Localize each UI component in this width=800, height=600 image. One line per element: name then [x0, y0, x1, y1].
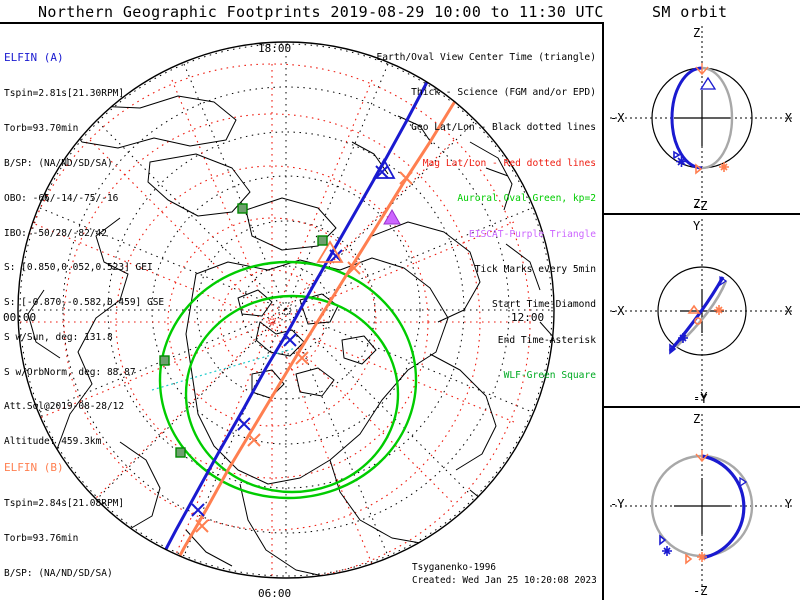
- legend-line-thick-science: Thick - Science (FGM and/or EPD): [411, 86, 596, 98]
- elfin-a-line-5: S: [0.850,0.052,0.523] GEI: [4, 262, 153, 274]
- elfin-a-info-block: ELFIN (A) Tspin=2.81s[21.30RPM] Torb=93.…: [4, 28, 164, 471]
- cyan-track: [151, 347, 297, 391]
- sm-yz-right-label: Y: [784, 497, 792, 511]
- clock-label-right: 12:00: [511, 311, 545, 324]
- elfin-a-name: ELFIN (A): [4, 51, 64, 65]
- created-timestamp: Created: Wed Jan 25 10:20:08 2023: [412, 575, 597, 586]
- elfin-a-line-9: Att.Sol@2019-08-28/12: [4, 401, 125, 413]
- globe-outline: [17, 41, 555, 579]
- model-credit: Tsyganenko-1996: [412, 562, 496, 573]
- sm-xz-top-label: Z: [693, 26, 701, 40]
- elfin-b-tickmarks: [195, 171, 413, 533]
- elfin-a-line-7: S w/Sun, deg: 131.8: [4, 331, 113, 343]
- elfin-b-track: [164, 76, 472, 578]
- sm-orbit-graphic-xz: [610, 26, 794, 209]
- sm-yz-outside-top-label: -Y: [693, 392, 708, 406]
- sm-orbit-title: SM orbit: [652, 3, 728, 21]
- legend-line-wlf: WLF-Green Square: [503, 370, 596, 382]
- page-title: Northern Geographic Footprints 2019-08-2…: [38, 3, 604, 21]
- legend-line-mag-grid: Mag Lat/Lon - Red dotted lines: [422, 157, 596, 169]
- map-legend: Earth/Oval View Center Time (triangle) T…: [377, 28, 597, 406]
- sm-orbit-panel-xz[interactable]: Z Z -X X: [604, 22, 800, 215]
- legend-line-eiscat: EISCAT-Purple Triangle: [468, 228, 596, 240]
- auroral-oval: [158, 260, 418, 500]
- elfin-a-tickmarks: [191, 165, 389, 517]
- map-graphic: [17, 41, 555, 579]
- elfin-b-info-block: ELFIN (B) Tspin=2.84s[21.08RPM] Torb=93.…: [4, 438, 170, 600]
- sm-orbit-panel-xy[interactable]: Y -Y -X X: [604, 215, 800, 408]
- mag-lon-grid: [18, 64, 530, 578]
- sm-orbit-graphic-yz: [610, 414, 794, 594]
- sm-orbit-panel-yz[interactable]: Z -Z -Y Y: [604, 408, 800, 600]
- legend-line-end-time: End Time-Asterisk: [497, 334, 596, 346]
- sm-xz-right-label: X: [784, 110, 792, 125]
- legend-line-tickmarks: Tick Marks every 5min: [474, 263, 596, 275]
- elfin-a-track: [154, 48, 446, 570]
- legend-line-start-time: Start Time-Diamond: [492, 299, 596, 311]
- legend-line-auroral-oval: Auroral Oval-Green, kp=2: [457, 193, 596, 205]
- elfin-a-line-3: OBO: -66/-14/-75/-16: [4, 192, 119, 204]
- wlf-squares: [159, 203, 328, 458]
- sm-xy-top-label: Y: [693, 219, 701, 233]
- sm-xz-bottom-label: Z: [693, 197, 701, 211]
- elfin-b-line-1: Torb=93.76min: [4, 533, 79, 545]
- sm-xz-left-label: -X: [610, 110, 625, 125]
- clock-label-bottom: 06:00: [258, 587, 292, 600]
- elfin-b-center-triangle: [316, 240, 344, 263]
- sm-yz-bottom-label: -Z: [693, 584, 708, 598]
- clock-label-left: 00:00: [3, 311, 37, 324]
- elfin-a-line-10: Altitude: 459.3km: [4, 436, 102, 448]
- eiscat-triangle: [383, 208, 401, 225]
- sm-xy-outside-top-label: -Z: [693, 199, 708, 213]
- elfin-a-center-triangle: [372, 158, 396, 179]
- sm-xy-bottom-label: -Y: [693, 390, 708, 404]
- elfin-a-line-6: S: [-0.870,-0.582,0.459] GSE: [4, 297, 165, 309]
- clock-label-top: 18:00: [258, 42, 292, 55]
- elfin-a-line-1: Torb=93.70min: [4, 123, 79, 135]
- sm-yz-left-label: -Y: [610, 497, 625, 511]
- legend-line-geo-grid: Geo Lat/Lon - Black dotted lines: [411, 122, 596, 134]
- elfin-b-line-2: B/SP: (NA/ND/SD/SA): [4, 567, 113, 579]
- sm-yz-top-label: Z: [693, 412, 701, 426]
- elfin-a-line-4: IBO: -50/28/-82/42: [4, 227, 107, 239]
- elfin-b-line-0: Tspin=2.84s[21.08RPM]: [4, 498, 125, 510]
- sm-orbit-graphic-xy: [610, 219, 794, 402]
- legend-line-view-center: Earth/Oval View Center Time (triangle): [376, 51, 597, 63]
- sm-xy-left-label: -X: [610, 303, 625, 318]
- elfin-a-line-8: S w/OrbNorm, deg: 88.87: [4, 366, 136, 378]
- elfin-a-line-0: Tspin=2.81s[21.30RPM]: [4, 88, 125, 100]
- sm-xy-right-label: X: [784, 303, 792, 318]
- elfin-a-line-2: B/SP: (NA/ND/SD/SA): [4, 157, 113, 169]
- geographic-footprint-map[interactable]: ELFIN (A) Tspin=2.81s[21.30RPM] Torb=93.…: [0, 22, 604, 600]
- elfin-b-name: ELFIN (B): [4, 461, 64, 475]
